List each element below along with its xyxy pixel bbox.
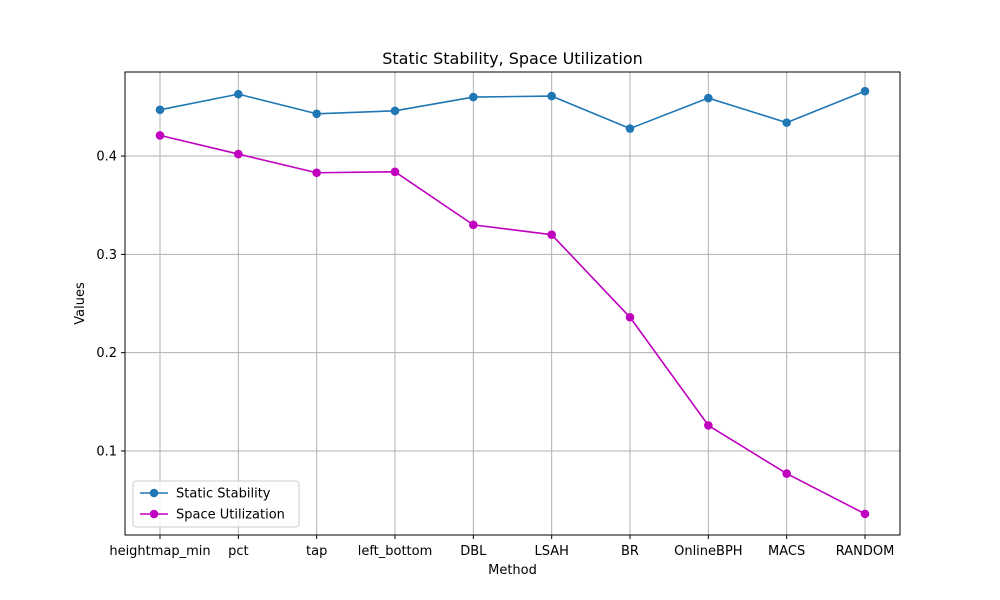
ticks-layer: heightmap_min pct tap left_bottom DBL LSAH BR O… [96,150,894,559]
legend-swatch-marker [149,488,159,498]
data-point [860,509,870,519]
x-axis-title: Method [488,563,537,578]
series-line-2 [159,134,866,515]
x-tick-label: tap [306,544,327,559]
data-point [155,105,165,115]
y-axis-title: Values [73,282,88,325]
y-tick-label: 0.2 [96,346,117,361]
legend: Static Stability Space Utilization [132,480,300,528]
y-tick-label: 0.1 [96,444,117,459]
data-point [860,86,870,96]
x-tick-label: left_bottom [358,544,433,559]
x-tick-label: OnlineBPH [674,544,742,559]
legend-box [132,480,300,528]
x-tick-label: RANDOM [836,544,895,559]
x-tick-label: pct [228,544,249,559]
data-point [469,220,478,230]
chart-title: Static Stability, Space Utilization [382,49,643,68]
series-line-1 [159,90,866,130]
data-point [312,109,321,119]
x-tick-label: DBL [460,544,487,559]
data-point [312,168,321,178]
data-point [704,93,713,103]
data-point [782,118,791,127]
data-point [234,149,243,159]
data-point [625,124,635,133]
data-point [782,469,791,478]
plot-frame [124,71,901,536]
x-tick-label: MACS [768,544,805,559]
data-point [704,421,713,430]
data-point [469,92,478,102]
data-point [547,91,556,101]
data-point [547,230,556,239]
data-point [390,106,400,116]
y-tick-label: 0.3 [96,248,117,263]
legend-swatch-marker [149,509,159,519]
legend-label: Static Stability [176,487,271,502]
data-point [390,167,400,177]
x-tick-label: BR [621,544,639,559]
x-tick-label: heightmap_min [109,544,210,559]
series-layer [155,86,870,519]
x-tick-label: LSAH [534,544,568,559]
data-point [155,131,165,140]
data-point [234,89,243,99]
y-tick-label: 0.4 [96,150,117,165]
grid-layer [125,72,900,535]
legend-label: Space Utilization [176,508,285,523]
data-point [625,312,635,322]
